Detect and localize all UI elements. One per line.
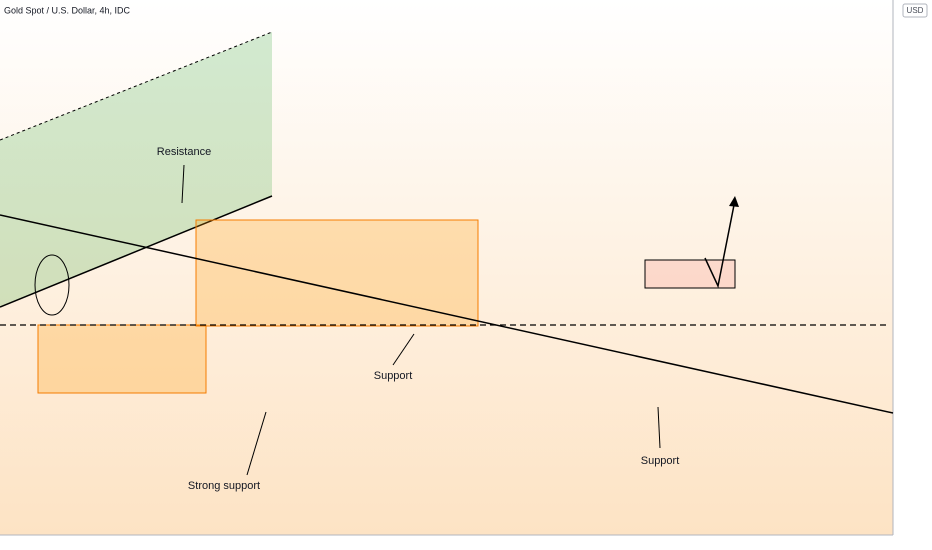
pointer	[392, 333, 415, 366]
annotation: Resistance	[157, 146, 211, 158]
zone	[195, 219, 479, 327]
zone	[37, 324, 207, 394]
channel-line	[0, 31, 273, 141]
annotation: Strong support	[188, 480, 260, 492]
zone	[644, 259, 736, 289]
plot-background	[0, 0, 893, 535]
pointer	[181, 164, 185, 204]
currency-box	[902, 3, 928, 18]
chart-title: Gold Spot / U.S. Dollar, 4h, IDC	[4, 5, 131, 15]
annotation: Support	[641, 455, 680, 467]
currency: USD	[907, 6, 924, 15]
trend-line	[0, 195, 273, 308]
highlight	[34, 254, 70, 316]
price-axis	[893, 0, 932, 550]
pointer	[657, 406, 661, 449]
pointer	[246, 411, 267, 476]
arrow	[704, 199, 736, 289]
channel	[0, 32, 272, 307]
trend-line	[0, 214, 894, 414]
annotation: Support	[374, 370, 413, 382]
arrow-head	[729, 196, 739, 207]
